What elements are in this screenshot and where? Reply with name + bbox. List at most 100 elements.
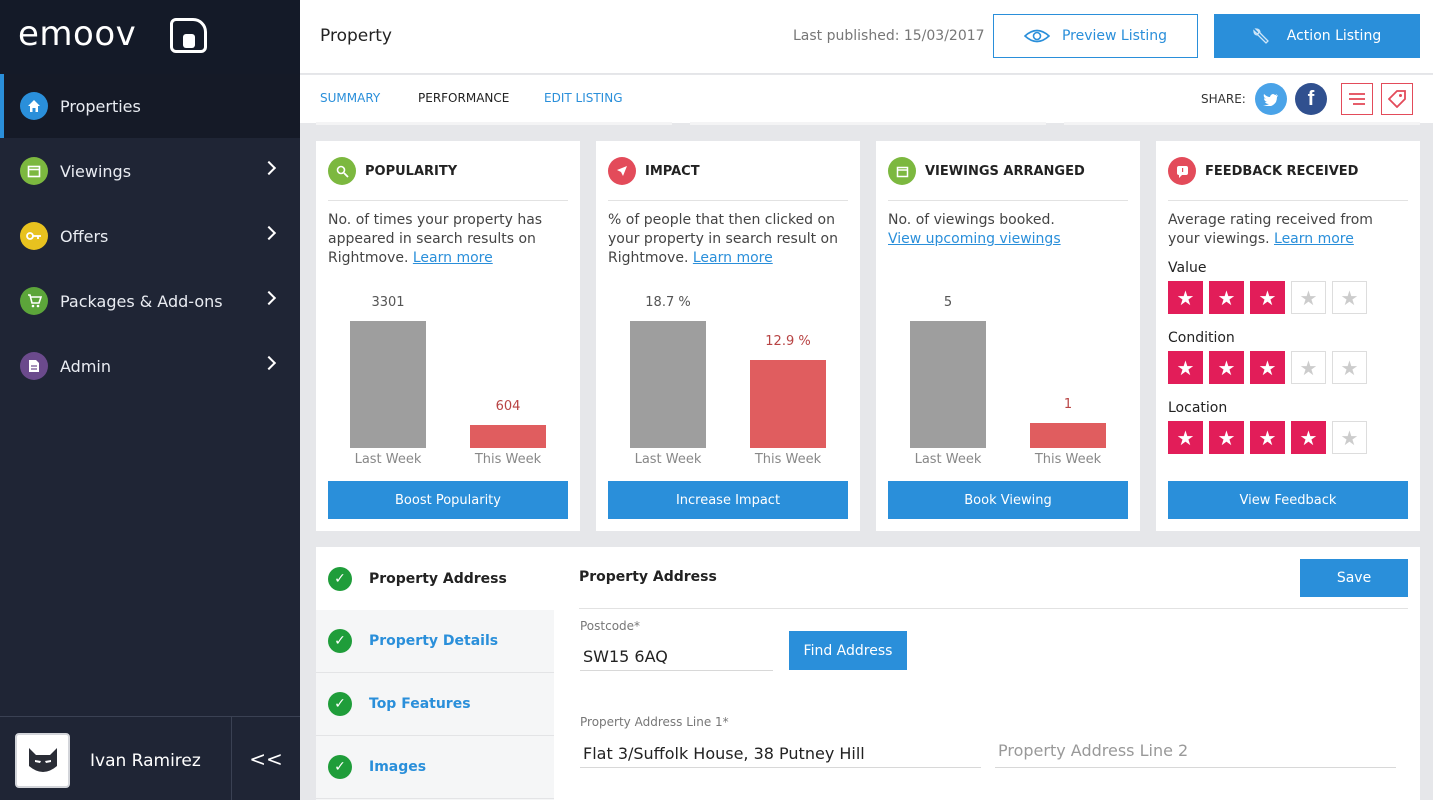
tab-bar: SUMMARY PERFORMANCE EDIT LISTING SHARE: … [300, 75, 1433, 123]
action-listing-label: Action Listing [1286, 28, 1382, 44]
preview-listing-label: Preview Listing [1061, 28, 1168, 44]
last-week-bar [630, 321, 706, 448]
last-week-bar [350, 321, 426, 448]
check-icon: ✓ [328, 755, 352, 779]
card-title: IMPACT [645, 164, 700, 179]
postcode-input[interactable] [580, 643, 773, 671]
last-week-label: Last Week [354, 452, 422, 467]
sidebar-item-viewings[interactable]: Viewings [0, 139, 300, 203]
card-description-text: % of people that then clicked on your pr… [608, 212, 838, 266]
last-week-bar [910, 321, 986, 448]
star-icon[interactable]: ★ [1332, 421, 1367, 454]
step-property-details[interactable]: ✓ Property Details [316, 610, 554, 673]
card-title: VIEWINGS ARRANGED [925, 164, 1085, 179]
check-icon: ✓ [328, 629, 352, 653]
twitter-share-button[interactable] [1255, 83, 1287, 115]
boost-popularity-button[interactable]: Boost Popularity [328, 481, 568, 519]
sidebar-item-admin[interactable]: Admin [0, 334, 300, 398]
star-icon[interactable]: ★ [1209, 281, 1244, 314]
star-icon[interactable]: ★ [1332, 351, 1367, 384]
step-label: Property Address [369, 570, 507, 587]
twitter-icon [1263, 93, 1278, 106]
learn-more-link[interactable]: Learn more [1274, 231, 1354, 247]
card-description: Average rating received from your viewin… [1168, 211, 1408, 249]
sidebar-item-label: Admin [60, 356, 111, 376]
rating-stars-location: ★ ★ ★ ★ ★ [1168, 421, 1367, 454]
listing-text-button[interactable] [1341, 83, 1373, 115]
star-icon[interactable]: ★ [1332, 281, 1367, 314]
star-icon[interactable]: ★ [1168, 351, 1203, 384]
step-images[interactable]: ✓ Images [316, 736, 554, 799]
tag-icon [1388, 90, 1406, 108]
this-week-bar [1030, 423, 1106, 448]
user-name: Ivan Ramirez [90, 751, 201, 771]
this-week-label: This Week [754, 452, 822, 467]
star-icon[interactable]: ★ [1250, 281, 1285, 314]
book-viewing-button[interactable]: Book Viewing [888, 481, 1128, 519]
star-icon[interactable]: ★ [1209, 351, 1244, 384]
key-icon [20, 222, 48, 250]
avatar[interactable] [15, 733, 70, 788]
impact-card: IMPACT % of people that then clicked on … [596, 141, 860, 531]
rating-stars-value: ★ ★ ★ ★ ★ [1168, 281, 1367, 314]
star-icon[interactable]: ★ [1168, 421, 1203, 454]
increase-impact-button[interactable]: Increase Impact [608, 481, 848, 519]
this-week-label: This Week [474, 452, 542, 467]
wrench-icon [1253, 28, 1269, 44]
star-icon[interactable]: ★ [1291, 281, 1326, 314]
view-feedback-button[interactable]: View Feedback [1168, 481, 1408, 519]
tag-button[interactable] [1381, 83, 1413, 115]
star-icon[interactable]: ★ [1168, 281, 1203, 314]
save-button[interactable]: Save [1300, 559, 1408, 597]
cart-icon [20, 287, 48, 315]
tab-edit-listing[interactable]: EDIT LISTING [544, 91, 623, 105]
last-week-label: Last Week [914, 452, 982, 467]
chevron-right-icon [261, 225, 277, 241]
facebook-share-button[interactable]: f [1295, 83, 1327, 115]
collapse-sidebar-button[interactable]: << [231, 717, 300, 800]
sidebar-item-offers[interactable]: Offers [0, 204, 300, 268]
star-icon[interactable]: ★ [1250, 351, 1285, 384]
last-week-value: 3301 [371, 295, 405, 310]
check-icon: ✓ [328, 566, 352, 591]
learn-more-link[interactable]: Learn more [412, 250, 493, 266]
preview-listing-button[interactable]: Preview Listing [993, 14, 1198, 58]
brand-name: emoov [18, 14, 137, 54]
star-icon[interactable]: ★ [1209, 421, 1244, 454]
this-week-label: This Week [1034, 452, 1102, 467]
home-icon [20, 92, 48, 120]
logo[interactable]: emoov [0, 0, 300, 74]
postcode-label: Postcode* [580, 619, 641, 633]
tab-summary[interactable]: SUMMARY [320, 91, 381, 105]
popularity-chart: 3301 604 Last Week This Week [328, 291, 568, 469]
document-icon [20, 352, 48, 380]
sidebar-item-properties[interactable]: Properties [0, 74, 300, 138]
step-top-features[interactable]: ✓ Top Features [316, 673, 554, 736]
find-address-button[interactable]: Find Address [789, 631, 907, 670]
card-description: No. of viewings booked. View upcoming vi… [888, 211, 1128, 249]
card-description: No. of times your property has appeared … [328, 211, 568, 268]
star-icon[interactable]: ★ [1250, 421, 1285, 454]
star-icon[interactable]: ★ [1291, 421, 1326, 454]
edit-form-panel: ✓ Property Address ✓ Property Details ✓ … [316, 547, 1420, 800]
view-upcoming-viewings-link[interactable]: View upcoming viewings [888, 231, 1061, 247]
card-description-text: Average rating received from your viewin… [1168, 212, 1373, 247]
address-line-1-input[interactable] [580, 739, 981, 768]
tab-performance[interactable]: PERFORMANCE [418, 91, 510, 105]
this-week-value: 12.9 % [765, 334, 811, 349]
action-listing-button[interactable]: Action Listing [1214, 14, 1420, 58]
eye-icon [1023, 29, 1050, 43]
chevron-right-icon [261, 290, 277, 306]
divider [316, 122, 672, 125]
this-week-bar [470, 425, 546, 448]
step-property-address[interactable]: ✓ Property Address [316, 547, 554, 610]
card-title: POPULARITY [365, 164, 458, 179]
star-icon[interactable]: ★ [1291, 351, 1326, 384]
calendar-icon [20, 157, 48, 185]
address-line-2-input[interactable] [995, 733, 1396, 768]
learn-more-link[interactable]: Learn more [692, 250, 773, 266]
card-header: FEEDBACK RECEIVED [1168, 157, 1408, 201]
card-header: VIEWINGS ARRANGED [888, 157, 1128, 201]
sidebar-item-packages[interactable]: Packages & Add-ons [0, 269, 300, 333]
card-description-text: No. of times your property has appeared … [328, 212, 543, 266]
